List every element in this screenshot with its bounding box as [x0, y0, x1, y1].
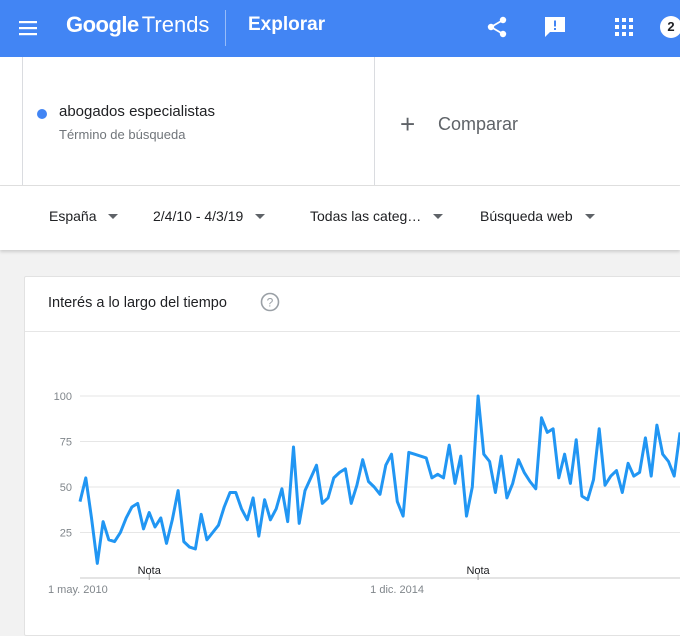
- y-tick-label: 50: [60, 482, 72, 494]
- menu-icon[interactable]: [15, 15, 41, 41]
- logo-google: Google: [66, 12, 139, 37]
- search-type-dropdown[interactable]: Búsqueda web: [480, 208, 595, 224]
- date-range-value: 2/4/10 - 4/3/19: [153, 208, 244, 224]
- search-terms-panel: abogados especialistas Término de búsque…: [0, 57, 680, 185]
- compare-label: Comparar: [438, 113, 519, 134]
- search-term-card[interactable]: abogados especialistas Término de búsque…: [22, 57, 375, 185]
- chevron-down-icon: [433, 213, 444, 219]
- search-term-label: abogados especialistas: [59, 103, 215, 120]
- y-tick-label: 25: [60, 528, 72, 540]
- feedback-icon[interactable]: [541, 13, 569, 41]
- chevron-down-icon: [108, 213, 119, 219]
- header-divider: [225, 10, 226, 46]
- filters-bar: España 2/4/10 - 4/3/19 Todas las categ… …: [0, 186, 680, 250]
- date-range-dropdown[interactable]: 2/4/10 - 4/3/19: [153, 208, 266, 224]
- category-dropdown[interactable]: Todas las categ…: [310, 208, 444, 224]
- chevron-down-icon: [255, 213, 266, 219]
- region-value: España: [49, 208, 97, 224]
- card-divider: [25, 331, 680, 332]
- app-header: Google Trends Explorar 2: [0, 0, 680, 57]
- help-icon[interactable]: ?: [260, 292, 280, 312]
- interest-line-chart[interactable]: 100 75 50 25 Nota Nota 1 may. 2010 1 dic. 2014: [0, 332, 680, 625]
- apps-grid-icon[interactable]: [610, 13, 638, 41]
- x-tick-label: 1 may. 2010: [48, 584, 108, 596]
- note-label: Nota: [138, 565, 162, 577]
- card-title: Interés a lo largo del tiempo: [48, 295, 227, 311]
- chevron-down-icon: [584, 213, 595, 219]
- section-title: Explorar: [248, 14, 326, 35]
- logo-trends: Trends: [141, 12, 210, 37]
- series-line: [78, 394, 680, 565]
- x-tick-label: 1 dic. 2014: [370, 584, 424, 596]
- y-tick-label: 100: [54, 391, 72, 403]
- region-dropdown[interactable]: España: [49, 208, 119, 224]
- search-type-value: Búsqueda web: [480, 208, 573, 224]
- plus-icon: +: [400, 108, 416, 139]
- interest-over-time-card: Interés a lo largo del tiempo ?: [24, 276, 680, 636]
- compare-button[interactable]: + Comparar: [400, 109, 518, 139]
- note-label: Nota: [466, 565, 490, 577]
- category-value: Todas las categ…: [310, 208, 422, 224]
- notification-badge[interactable]: 2: [660, 16, 680, 38]
- search-term-type: Término de búsqueda: [59, 127, 186, 142]
- share-icon[interactable]: [483, 13, 511, 41]
- svg-text:?: ?: [267, 296, 274, 310]
- y-tick-label: 75: [60, 437, 72, 449]
- google-trends-logo[interactable]: Google Trends: [66, 12, 209, 38]
- panel-divider: [0, 185, 680, 186]
- term-color-dot: [37, 109, 47, 119]
